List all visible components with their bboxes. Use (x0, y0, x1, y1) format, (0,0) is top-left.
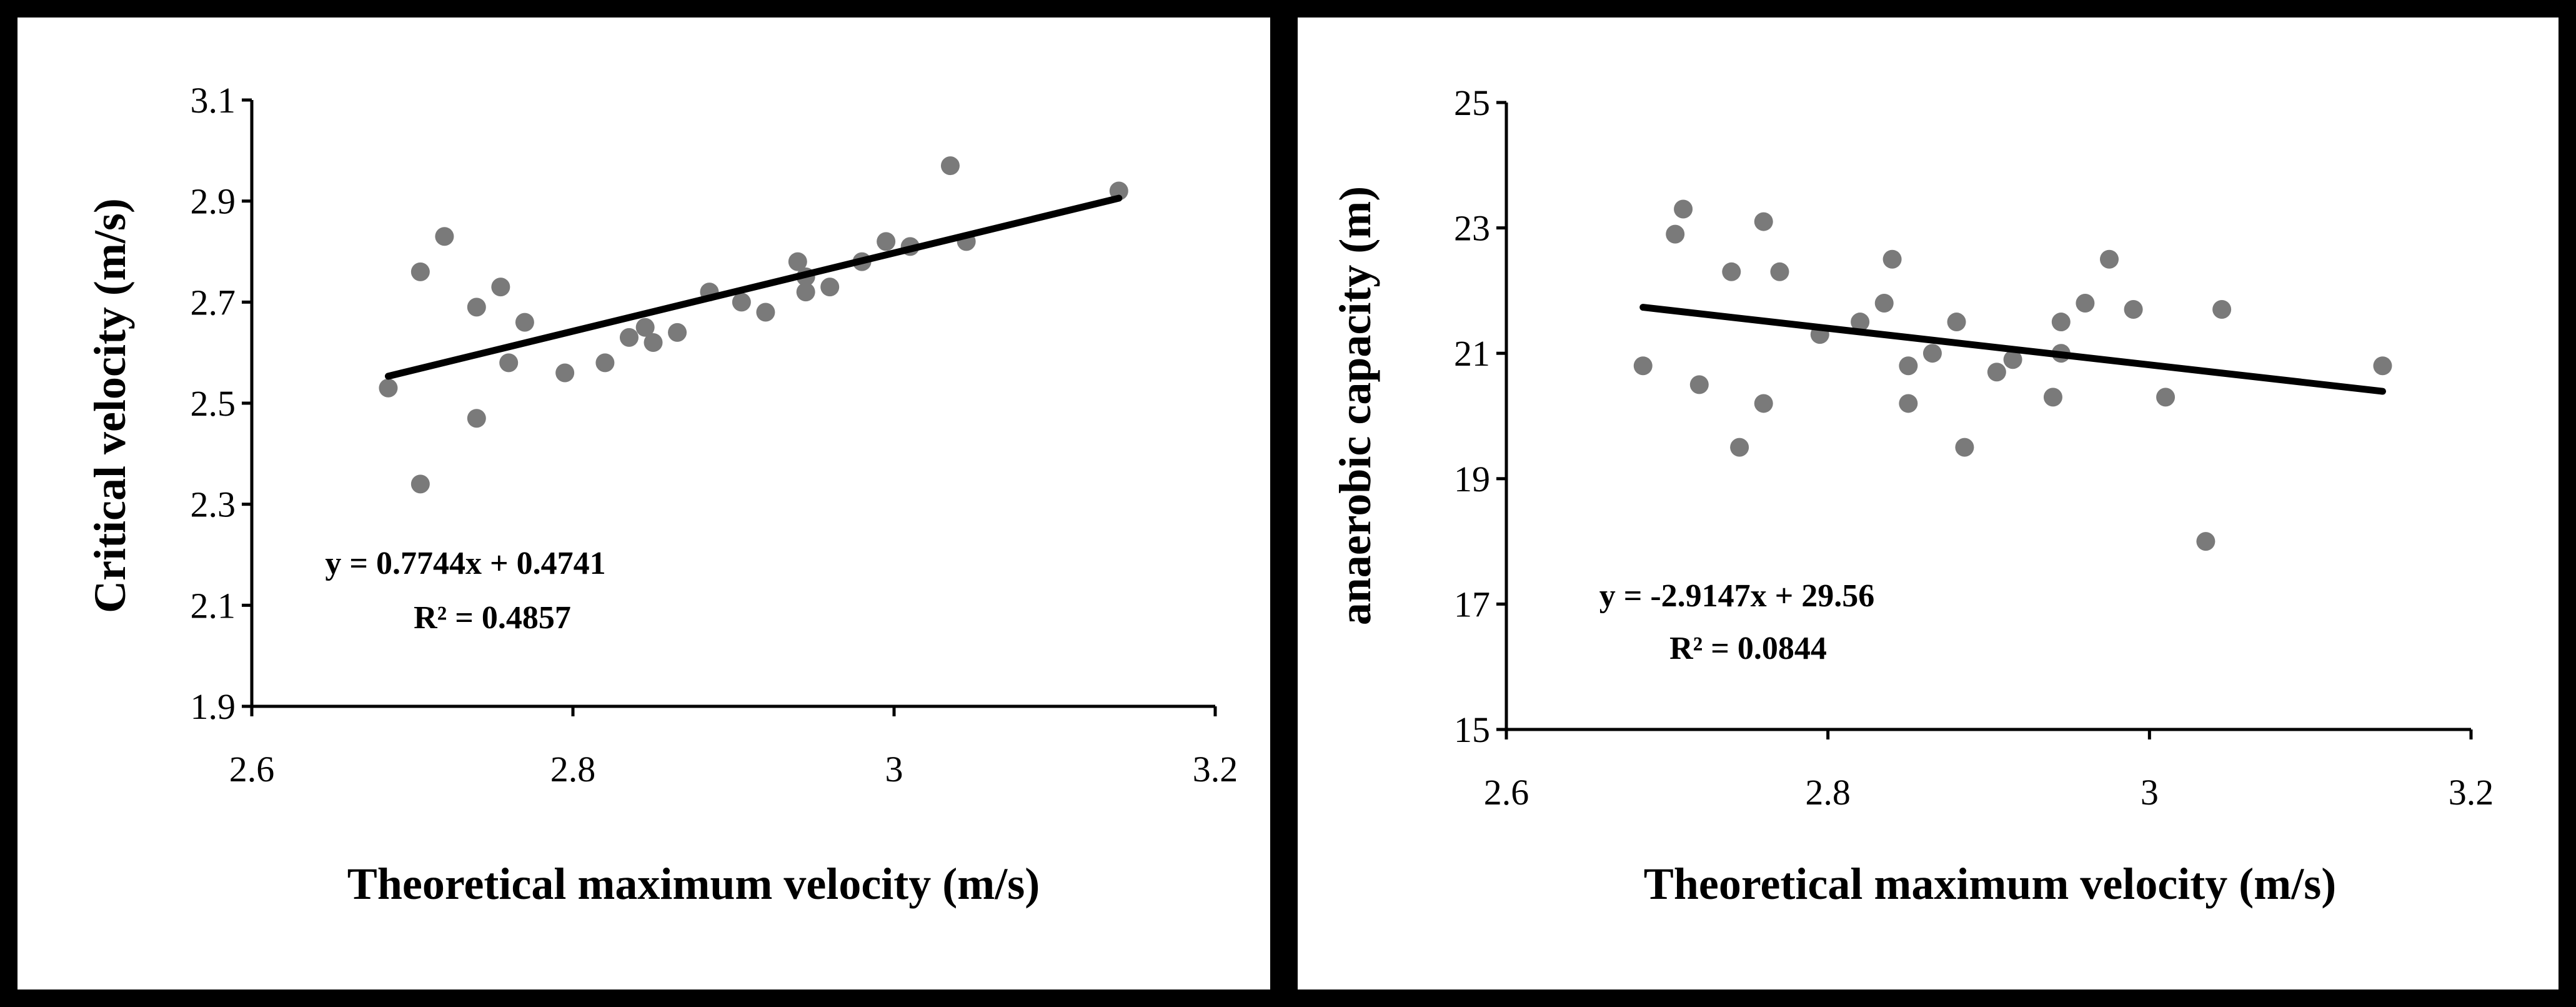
chart-right-data-point (1955, 438, 1974, 457)
chart-left-trendline (384, 194, 1123, 380)
chart-left-xtick-label: 3.2 (1193, 749, 1238, 789)
chart-left-data-point (555, 363, 575, 383)
panel-divider (1270, 9, 1298, 998)
chart-left-data-point (491, 278, 510, 297)
chart-right-data-point (1633, 356, 1653, 376)
chart-right-ytick-label: 21 (1454, 333, 1490, 374)
chart-left-data-point (668, 323, 687, 342)
chart-left-equation: y = 0.7744x + 0.4741 (325, 546, 605, 581)
chart-left-xtick-label: 3 (885, 749, 903, 789)
chart-right-data-point (2156, 388, 2176, 407)
chart-left-data-point (796, 283, 815, 302)
chart-left-data-point (619, 328, 639, 347)
chart-left-data-point (635, 318, 655, 337)
chart-right-data-point (1987, 363, 2006, 382)
chart-right-data-point (1874, 293, 1894, 313)
chart-left-xlabel: Theoretical maximum velocity (m/s) (347, 859, 1040, 909)
chart-right-data-point (2043, 388, 2062, 407)
chart-left-ytick-label: 2.1 (191, 585, 236, 626)
chart-right-data-point (1882, 249, 1902, 269)
chart-right-trendline (1639, 304, 2386, 395)
chart-left-ytick-label: 2.7 (191, 282, 236, 323)
chart-left-data-point (515, 313, 534, 332)
chart-right-data-point (1851, 313, 1870, 332)
chart-right-ylabel: anaerobic capacity (m) (1330, 186, 1380, 626)
chart-right-data-point (1730, 438, 1749, 457)
chart-left-r-squared: R² = 0.4857 (414, 600, 571, 636)
chart-left-ytick-label: 2.5 (191, 383, 236, 424)
chart-right-ytick-label: 17 (1454, 584, 1490, 624)
chart-right-ytick-label: 19 (1454, 459, 1490, 499)
chart-left-data-point (410, 262, 430, 281)
chart-right-data-point (2212, 299, 2232, 319)
chart-right-data-point (1770, 262, 1789, 281)
chart-right-xtick-label: 3 (2141, 772, 2159, 813)
chart-left-data-point (379, 378, 398, 398)
chart-left-data-point (467, 298, 486, 317)
chart-right-data-point (1674, 199, 1693, 219)
chart-right-xlabel: Theoretical maximum velocity (m/s) (1644, 859, 2336, 909)
chart-right-data-point (2124, 299, 2143, 319)
chart-left-data-point (788, 252, 807, 271)
chart-left-data-point (1109, 181, 1128, 201)
chart-left-data-point (820, 278, 840, 297)
chart-right-data-point (1947, 313, 1966, 332)
chart-left-data-point (410, 474, 430, 494)
chart-right-data-point (2373, 356, 2392, 376)
chart-left-data-point (499, 353, 519, 373)
chart-right-data-point (1754, 212, 1773, 231)
chart-right-xtick-label: 2.6 (1484, 772, 1529, 813)
chart-right: anaerobic capacity (m) Theoretical maxim… (1330, 83, 2494, 909)
chart-right-data-point (2051, 313, 2071, 332)
chart-right-data-point (2196, 532, 2215, 551)
chart-right-data-point (2076, 293, 2095, 313)
chart-left-xtick-label: 2.6 (229, 749, 275, 789)
chart-left-data-point (940, 156, 960, 176)
chart-left: Critical velocity (m/s) Theoretical maxi… (85, 80, 1238, 909)
chart-left-data-point (644, 333, 663, 352)
chart-left-ytick-label: 1.9 (191, 686, 236, 727)
chart-right-r-squared: R² = 0.0844 (1669, 631, 1827, 666)
chart-left-xtick-label: 2.8 (550, 749, 596, 789)
chart-right-data-point (2003, 350, 2022, 369)
chart-left-data-point (877, 232, 896, 251)
chart-right-data-point (1754, 394, 1773, 413)
chart-left-data-point (756, 303, 775, 322)
chart-right-equation: y = -2.9147x + 29.56 (1599, 578, 1875, 614)
chart-right-data-point (1666, 224, 1685, 244)
chart-right-ytick-label: 15 (1454, 709, 1490, 750)
chart-left-data-point (732, 293, 751, 312)
chart-left-ytick-label: 3.1 (191, 80, 236, 121)
chart-left-data-point (467, 409, 486, 428)
chart-right-xtick-label: 2.8 (1805, 772, 1851, 813)
chart-right-data-point (1899, 394, 1918, 413)
chart-right-xtick-label: 3.2 (2449, 772, 2494, 813)
chart-right-data-point (1922, 344, 1942, 363)
chart-left-data-point (595, 353, 615, 373)
chart-left-ylabel: Critical velocity (m/s) (85, 198, 135, 613)
chart-right-ytick-label: 23 (1454, 208, 1490, 249)
chart-right-data-point (2100, 249, 2119, 269)
chart-right-ytick-label: 25 (1454, 83, 1490, 123)
chart-right-data-point (1689, 375, 1709, 394)
chart-left-data-point (435, 227, 454, 246)
chart-right-data-point (1899, 356, 1918, 376)
chart-right-data-point (1722, 262, 1741, 281)
chart-left-ytick-label: 2.3 (191, 484, 236, 525)
chart-left-ytick-label: 2.9 (191, 181, 236, 222)
